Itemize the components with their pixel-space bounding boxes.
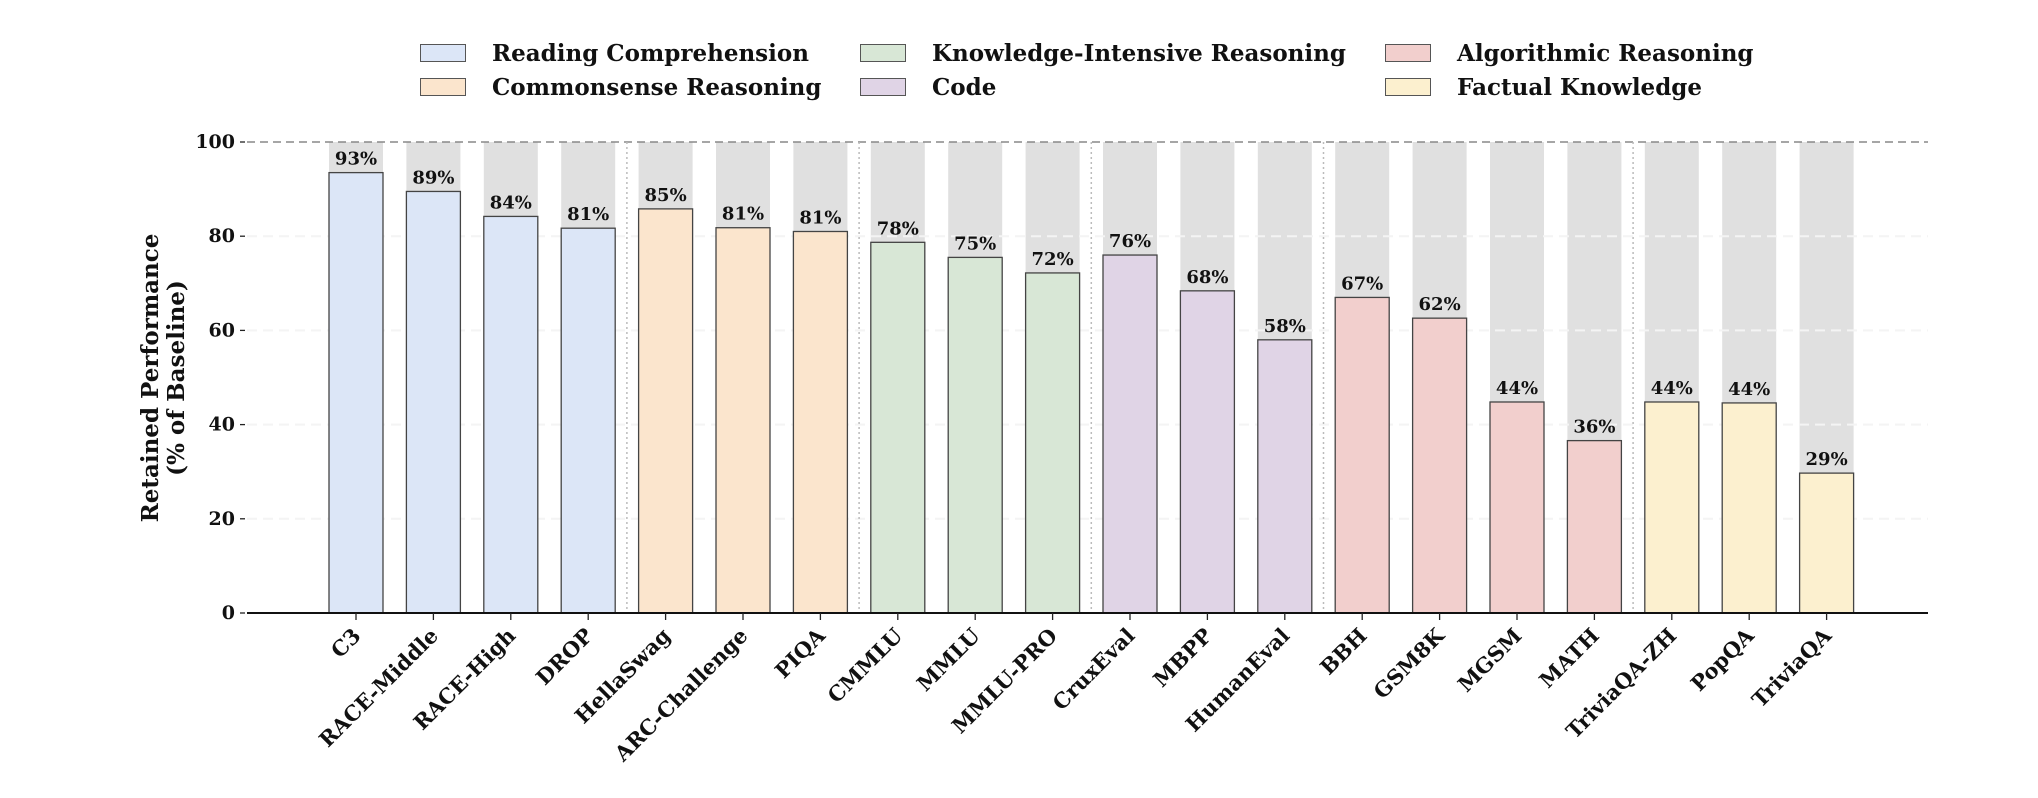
legend-label: Reading Comprehension	[492, 39, 809, 67]
x-tick-label: MBPP	[1148, 623, 1217, 692]
value-label: 36%	[1573, 417, 1615, 438]
y-axis: 0 20 40 60 80 100	[195, 131, 245, 624]
bar-mmlu-pro	[1024, 272, 1081, 614]
bar-bbh	[1334, 296, 1390, 614]
legend-item-algorithmic-reasoning: Algorithmic Reasoning	[1385, 38, 1765, 68]
bar-c3	[328, 171, 384, 614]
bar-race-high	[483, 215, 539, 614]
bar-mmlu	[947, 256, 1003, 614]
y-tick-label: 100	[195, 131, 235, 153]
legend-patch	[1385, 44, 1431, 62]
y-axis-label: Retained Performance(% of Baseline)	[137, 234, 190, 523]
legend-item-reading-comprehension: Reading Comprehension	[420, 38, 860, 68]
bar-triviaqa	[1798, 472, 1855, 614]
bar-mgsm	[1489, 401, 1545, 614]
legend-label: Factual Knowledge	[1457, 73, 1702, 101]
legend-patch	[420, 44, 466, 62]
bar-popqa	[1721, 402, 1777, 614]
bar-arc-challenge	[715, 227, 771, 614]
legend-item-knowledge-intensive-reasoning: Knowledge-Intensive Reasoning	[860, 38, 1385, 68]
legend-label: Code	[932, 73, 997, 101]
value-label: 44%	[1496, 378, 1538, 399]
legend-patch	[420, 78, 466, 96]
value-label: 29%	[1806, 449, 1848, 470]
legend-label: Algorithmic Reasoning	[1457, 39, 1754, 67]
value-label: 81%	[722, 204, 764, 225]
value-label: 67%	[1341, 273, 1383, 294]
legend-item-code: Code	[860, 72, 1385, 102]
legend-patch	[860, 78, 906, 96]
value-label: 78%	[877, 218, 919, 239]
bar-humaneval	[1257, 339, 1313, 614]
bar-piqa	[792, 230, 849, 614]
value-label: 85%	[645, 185, 687, 206]
value-labels: 93% 89% 84% 81% 85% 81% 81% 78% 75% 72% 76% 68% 58% 6…	[335, 149, 1848, 470]
legend-item-factual-knowledge: Factual Knowledge	[1385, 72, 1765, 102]
x-tick-label: MGSM	[1453, 623, 1527, 697]
value-label: 62%	[1419, 294, 1461, 315]
x-tick-label: CruxEval	[1047, 623, 1139, 715]
x-tick-label: TriviaQA	[1747, 622, 1837, 712]
y-axis-title: Retained Performance(% of Baseline)	[137, 234, 190, 523]
bar-drop	[560, 227, 616, 614]
bar-cmmlu	[870, 241, 926, 614]
y-tick-label: 0	[222, 602, 235, 624]
value-label: 81%	[567, 204, 609, 225]
data-bars	[328, 171, 1855, 614]
bar-race-middle	[405, 190, 462, 614]
x-tick-label: PopQA	[1686, 622, 1760, 696]
x-tick-label: BBH	[1315, 623, 1372, 680]
value-label: 75%	[954, 233, 996, 254]
x-tick-label: MATH	[1534, 623, 1604, 693]
value-label: 44%	[1728, 379, 1770, 400]
y-tick-label: 80	[209, 225, 235, 247]
legend: Reading Comprehension Knowledge-Intensiv…	[420, 38, 1765, 102]
bar-triviaqa-zh	[1644, 401, 1700, 614]
x-tick-label: DROP	[531, 623, 598, 690]
y-tick-label: 40	[209, 414, 235, 436]
legend-label: Knowledge-Intensive Reasoning	[932, 39, 1346, 67]
value-label: 76%	[1109, 231, 1151, 252]
x-tick-label: MMLU	[912, 623, 985, 696]
legend-label: Commonsense Reasoning	[492, 73, 822, 101]
value-label: 84%	[490, 192, 532, 213]
x-tick-label: PIQA	[770, 622, 831, 683]
x-tick-label: ARC-Challenge	[609, 623, 753, 767]
y-axis-title-line: (% of Baseline)	[163, 280, 190, 476]
legend-patch	[1385, 78, 1431, 96]
x-tick-label: C3	[326, 623, 366, 663]
group-separators	[626, 142, 1634, 613]
y-tick-label: 20	[209, 508, 235, 530]
y-tick-label: 60	[209, 319, 235, 341]
value-label: 44%	[1651, 378, 1693, 399]
x-tick-label: GSM8K	[1368, 622, 1449, 703]
legend-item-commonsense-reasoning: Commonsense Reasoning	[420, 72, 860, 102]
value-label: 58%	[1264, 316, 1306, 337]
value-label: 81%	[799, 207, 841, 228]
legend-patch	[860, 44, 906, 62]
value-label: 72%	[1032, 249, 1074, 270]
x-tick-label: CMMLU	[822, 623, 907, 708]
bar-cruxeval	[1102, 254, 1158, 614]
bar-math	[1566, 439, 1623, 614]
y-axis-title-line: Retained Performance	[137, 234, 164, 523]
bar-mbpp	[1179, 290, 1236, 614]
bar-hellaswag	[637, 208, 694, 614]
value-label: 89%	[412, 167, 454, 188]
value-label: 93%	[335, 149, 377, 170]
value-label: 68%	[1186, 267, 1228, 288]
bar-gsm8k	[1411, 317, 1468, 614]
